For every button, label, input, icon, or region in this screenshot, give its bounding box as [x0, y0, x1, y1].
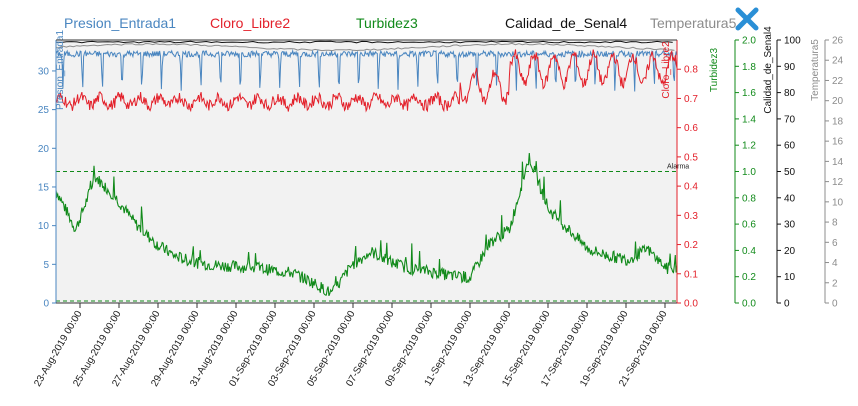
- y-tick-label: 70: [784, 114, 796, 125]
- y-tick-label: 26: [832, 36, 844, 47]
- y-tick-label: 1.6: [742, 88, 756, 99]
- y-tick-label: 15: [38, 182, 50, 193]
- legend-item-temperatura5[interactable]: Temperatura5: [650, 15, 737, 31]
- y-tick-label: 0.6: [742, 220, 756, 231]
- y-tick-label: 4: [832, 258, 838, 269]
- y-tick-label: 6: [832, 238, 838, 249]
- y-tick-label: 16: [832, 137, 844, 148]
- y-tick-label: 0.4: [684, 182, 698, 193]
- y-tick-label: 20: [832, 96, 844, 107]
- y-tick-label: 8: [832, 218, 838, 229]
- y-tick-label: 14: [832, 157, 844, 168]
- legend-item-turbidez3[interactable]: Turbidez3: [356, 15, 418, 31]
- y-tick-label: 80: [784, 88, 796, 99]
- y-tick-label: 0.2: [684, 240, 698, 251]
- y-tick-label: 30: [38, 66, 50, 77]
- y-tick-label: 0.8: [742, 193, 756, 204]
- series-line-cloro-libre2: [55, 49, 678, 113]
- y-tick-label: 100: [784, 36, 801, 47]
- y-tick-label: 10: [784, 272, 796, 283]
- y-tick-label: 1.2: [742, 141, 756, 152]
- y-tick-label: 10: [832, 197, 844, 208]
- y-tick-label: 25: [38, 105, 50, 116]
- y-tick-label: 0: [784, 299, 790, 310]
- y-tick-label: 0.0: [742, 299, 756, 310]
- y-tick-label: 24: [832, 56, 844, 67]
- legend-item-calidad-de-senal4[interactable]: Calidad_de_Senal4: [505, 15, 627, 31]
- series-layer: [55, 40, 678, 297]
- y-tick-label: 0.1: [684, 269, 698, 280]
- y-tick-label: 2.0: [742, 36, 756, 47]
- y-tick-label: 30: [784, 220, 796, 231]
- alarm-threshold-label: Alarma: [667, 164, 689, 171]
- legend-item-cloro-libre2[interactable]: Cloro_Libre2: [210, 15, 290, 31]
- y-tick-label: 0.4: [742, 246, 756, 257]
- y-axis-title-2: Cloro_Libre2: [661, 41, 672, 99]
- y-tick-label: 0: [832, 299, 838, 310]
- series-line-temperatura5: [55, 42, 675, 52]
- threshold-layer: Alarma: [56, 164, 689, 302]
- y-axis-title-3: Turbidez3: [709, 48, 720, 93]
- y-tick-label: 20: [784, 246, 796, 257]
- y-axis-title-5: Temperatura5: [810, 39, 821, 101]
- y-tick-label: 50: [784, 167, 796, 178]
- y-tick-label: 22: [832, 76, 844, 87]
- y-tick-label: 0.2: [742, 272, 756, 283]
- legend: Presion_Entrada1 Cloro_Libre2 Turbidez3 Cal…: [64, 15, 737, 31]
- y-tick-label: 0.7: [684, 94, 698, 105]
- y-tick-label: 0: [43, 299, 49, 310]
- y-tick-label: 1.0: [742, 167, 756, 178]
- close-button[interactable]: [735, 7, 759, 31]
- legend-item-presion-entrada1[interactable]: Presion_Entrada1: [64, 15, 176, 31]
- y-tick-label: 2: [832, 278, 838, 289]
- series-line-calidad-de-senal4: [55, 40, 673, 44]
- y-tick-label: 10: [38, 221, 50, 232]
- series-line-turbidez3: [55, 153, 678, 297]
- y-tick-label: 20: [38, 144, 50, 155]
- y-tick-label: 90: [784, 62, 796, 73]
- y-axis-title-4: Calidad_de_Senal4: [763, 26, 774, 114]
- y-tick-label: 0.6: [684, 123, 698, 134]
- close-icon: [735, 7, 759, 31]
- y-tick-label: 18: [832, 116, 844, 127]
- y-tick-label: 40: [784, 193, 796, 204]
- y-tick-label: 0.0: [684, 299, 698, 310]
- y-tick-label: 0.8: [684, 65, 698, 76]
- y-tick-label: 5: [43, 260, 49, 271]
- y-axis-title-1: Presion_Entrada1: [55, 30, 66, 110]
- y-tick-label: 60: [784, 141, 796, 152]
- y-tick-label: 0.5: [684, 152, 698, 163]
- y-tick-label: 12: [832, 177, 844, 188]
- series-line-presion-entrada1: [55, 48, 678, 92]
- y-tick-label: 0.3: [684, 211, 698, 222]
- y-tick-label: 1.4: [742, 114, 756, 125]
- y-tick-label: 1.8: [742, 62, 756, 73]
